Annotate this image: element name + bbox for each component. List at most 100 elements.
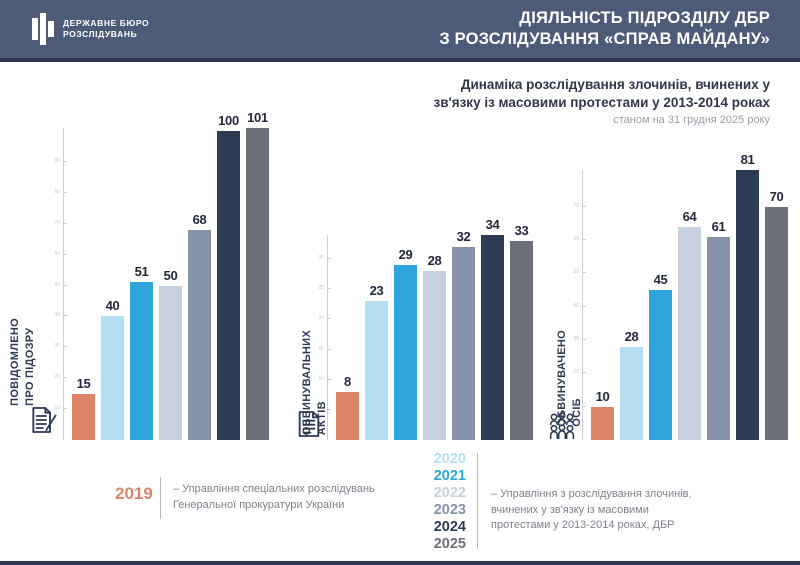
y-tick-label: 80 xyxy=(54,189,60,195)
dbr-logo-text: ДЕРЖАВНЕ БЮРО РОЗСЛІДУВАНЬ xyxy=(63,18,149,41)
crowd-icon xyxy=(546,408,578,442)
bar xyxy=(246,128,269,440)
legend-left-line2: Генеральної прокуратури України xyxy=(173,498,345,511)
y-tick-label: 20 xyxy=(318,315,324,321)
chart1-y-axis: 10 20 30 40 50 60 70 80 90 xyxy=(54,128,67,440)
bar-2020: 23 xyxy=(365,283,388,440)
bar-value-label: 101 xyxy=(247,110,268,125)
subtitle-line2: зв'язку із масовими протестами у 2013-20… xyxy=(433,94,771,110)
bar-value-label: 64 xyxy=(682,209,697,224)
y-tick: 10 xyxy=(318,376,331,382)
bar-2019: 15 xyxy=(72,376,95,440)
y-tick: 20 xyxy=(318,315,331,321)
y-tick: 50 xyxy=(573,269,586,275)
legend-right-line1: – Управління з розслідування злочинів, xyxy=(491,488,692,500)
bar xyxy=(394,265,417,440)
y-tick: 20 xyxy=(573,369,586,375)
y-tick: 30 xyxy=(318,255,331,261)
chart1-title-line2: ПРО ПІДОЗРУ xyxy=(23,327,36,406)
bar xyxy=(336,392,359,440)
y-tick-label: 60 xyxy=(573,236,579,242)
bar-value-label: 34 xyxy=(485,217,500,232)
bar xyxy=(159,286,182,440)
chart2-bars-group: 8 23 29 28 32 34 33 xyxy=(336,217,533,440)
chart1-bars-group: 15 40 51 50 68 100 101 xyxy=(72,110,269,440)
bar-value-label: 32 xyxy=(456,229,471,244)
bar xyxy=(217,131,240,440)
legend-year-2022: 2022 xyxy=(433,484,466,501)
bar xyxy=(591,407,614,440)
y-tick: 30 xyxy=(54,343,67,349)
bar-value-label: 29 xyxy=(398,247,413,262)
y-tick-label: 10 xyxy=(54,405,60,411)
y-tick: 15 xyxy=(318,346,331,352)
y-tick: 60 xyxy=(54,251,67,257)
legend-right-text: – Управління з розслідування злочинів, в… xyxy=(491,487,692,534)
chart3-y-axis: 10 20 30 40 50 60 70 xyxy=(573,170,586,440)
page-title-line1: ДІЯЛЬНІСТЬ ПІДРОЗДІЛУ ДБР xyxy=(519,8,770,27)
header: ДЕРЖАВНЕ БЮРО РОЗСЛІДУВАНЬ ДІЯЛЬНІСТЬ ПІ… xyxy=(0,0,800,62)
y-tick-label: 25 xyxy=(318,285,324,291)
y-tick-label: 10 xyxy=(318,376,324,382)
y-tick-label: 90 xyxy=(54,158,60,164)
bar-2021: 45 xyxy=(649,272,672,440)
bar xyxy=(678,227,701,440)
y-tick-label: 5 xyxy=(321,406,324,412)
bar-2022: 64 xyxy=(678,209,701,440)
bar-2020: 40 xyxy=(101,298,124,440)
y-tick: 25 xyxy=(318,285,331,291)
bar-value-label: 45 xyxy=(653,272,668,287)
bar-value-label: 40 xyxy=(105,298,120,313)
legend-year-2024: 2024 xyxy=(433,518,466,535)
bar xyxy=(707,237,730,440)
bar-value-label: 50 xyxy=(163,268,178,283)
legend-left-divider xyxy=(160,477,161,519)
chart-subtitle: Динаміка розслідування злочинів, вчинени… xyxy=(434,76,771,126)
bottom-accent-bar xyxy=(0,561,800,565)
bar-2020: 28 xyxy=(620,329,643,440)
legend-left-line1: – Управління спеціальних розслідувань xyxy=(173,483,375,495)
y-tick-label: 40 xyxy=(573,303,579,309)
legend-year-2023: 2023 xyxy=(433,501,466,518)
legend-right-divider xyxy=(477,453,478,548)
logo-text-line1: ДЕРЖАВНЕ БЮРО xyxy=(63,17,150,28)
bar-2024: 100 xyxy=(217,113,240,440)
bar-value-label: 100 xyxy=(218,113,239,128)
bar-2024: 81 xyxy=(736,152,759,440)
y-tick: 60 xyxy=(573,236,586,242)
y-tick-label: 70 xyxy=(573,203,579,209)
bar xyxy=(620,347,643,440)
bar-value-label: 68 xyxy=(192,212,207,227)
chart3-bars-group: 10 28 45 64 61 81 70 xyxy=(591,152,788,440)
bar-2021: 51 xyxy=(130,264,153,440)
y-tick-label: 20 xyxy=(573,369,579,375)
chart2-y-axis: 5 10 15 20 25 30 xyxy=(318,235,331,440)
bar-value-label: 51 xyxy=(134,264,149,279)
bar-value-label: 28 xyxy=(427,253,442,268)
bar xyxy=(130,282,153,440)
bar-2021: 29 xyxy=(394,247,417,440)
y-tick-label: 30 xyxy=(573,336,579,342)
legend-year-2019: 2019 xyxy=(115,484,153,503)
page-title: ДІЯЛЬНІСТЬ ПІДРОЗДІЛУ ДБР З РОЗСЛІДУВАНН… xyxy=(439,8,770,51)
bar-value-label: 33 xyxy=(514,223,529,238)
y-tick: 5 xyxy=(321,406,331,412)
bar-value-label: 15 xyxy=(76,376,91,391)
chart1-axis-title: ПОВІДОМЛЕНО ПРО ПІДОЗРУ xyxy=(8,318,38,406)
bar-2023: 61 xyxy=(707,219,730,440)
legend-years-column: 2020 2021 2022 2023 2024 2025 xyxy=(412,451,466,554)
bar-2024: 34 xyxy=(481,217,504,440)
y-tick-label: 70 xyxy=(54,220,60,226)
subtitle-line1: Динаміка розслідування злочинів, вчинени… xyxy=(460,77,770,92)
document-icon xyxy=(293,407,325,441)
y-tick: 40 xyxy=(573,303,586,309)
y-tick-label: 15 xyxy=(318,346,324,352)
bar xyxy=(510,241,533,440)
y-tick: 50 xyxy=(54,282,67,288)
y-tick-label: 20 xyxy=(54,374,60,380)
bar xyxy=(423,271,446,440)
legend-year-2021: 2021 xyxy=(433,467,466,484)
bar-value-label: 28 xyxy=(624,329,639,344)
bar-2019: 10 xyxy=(591,389,614,440)
